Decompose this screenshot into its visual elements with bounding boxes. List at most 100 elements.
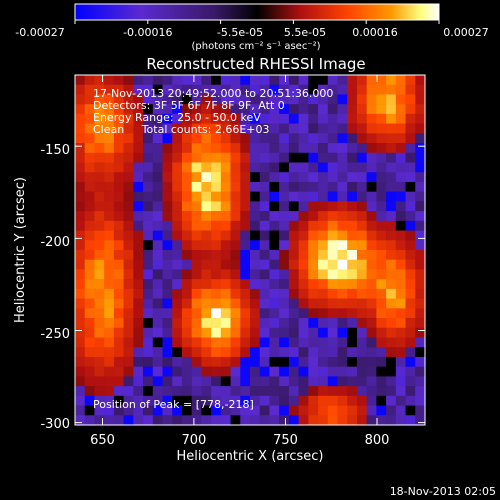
heatmap-cell <box>113 143 124 154</box>
heatmap-cell <box>279 395 290 406</box>
heatmap-cell <box>162 172 173 183</box>
heatmap-cell <box>162 366 173 377</box>
heatmap-cell <box>298 337 309 348</box>
heatmap-cell <box>250 240 261 251</box>
heatmap-cell <box>211 318 222 329</box>
heatmap-cell <box>211 356 222 367</box>
heatmap-cell <box>366 191 377 202</box>
heatmap-cell <box>162 143 173 154</box>
heatmap-cell <box>191 405 202 416</box>
heatmap-cell <box>337 250 348 261</box>
heatmap-cell <box>288 279 299 290</box>
heatmap-cell <box>75 143 86 154</box>
heatmap-cell <box>298 201 309 212</box>
heatmap-cell <box>220 162 231 173</box>
heatmap-cell <box>327 250 338 261</box>
heatmap-cell <box>123 162 134 173</box>
heatmap-cell <box>152 220 163 231</box>
heatmap-cell <box>113 405 124 416</box>
heatmap-cell <box>415 172 426 183</box>
heatmap-cell <box>104 318 115 329</box>
heatmap-cell <box>181 250 192 261</box>
heatmap-cell <box>259 337 270 348</box>
heatmap-cell <box>415 405 426 416</box>
heatmap-cell <box>298 104 309 115</box>
heatmap-cell <box>172 308 183 319</box>
heatmap-cell <box>415 181 426 192</box>
heatmap-cell <box>347 75 358 86</box>
heatmap-cell <box>94 337 105 348</box>
heatmap-cell <box>366 279 377 290</box>
heatmap-cell <box>133 104 144 115</box>
heatmap-cell <box>94 113 105 124</box>
heatmap-cell <box>94 123 105 134</box>
heatmap-cell <box>240 298 251 309</box>
heatmap-cell <box>366 201 377 212</box>
heatmap-cell <box>162 269 173 280</box>
heatmap-cell <box>298 133 309 144</box>
heatmap-cell <box>113 211 124 222</box>
heatmap-cell <box>181 201 192 212</box>
heatmap-cell <box>94 356 105 367</box>
heatmap-cell <box>356 259 367 270</box>
heatmap-cell <box>211 259 222 270</box>
heatmap-cell <box>152 250 163 261</box>
heatmap-cell <box>162 181 173 192</box>
heatmap-cell <box>395 366 406 377</box>
heatmap-cell <box>162 415 173 426</box>
heatmap-cell <box>143 288 154 299</box>
heatmap-cell <box>84 347 95 358</box>
heatmap-cell <box>201 395 212 406</box>
heatmap-cell <box>356 366 367 377</box>
heatmap-cell <box>113 395 124 406</box>
heatmap-cell <box>415 133 426 144</box>
heatmap-cell <box>75 288 86 299</box>
heatmap-cell <box>347 143 358 154</box>
heatmap-cell <box>104 162 115 173</box>
heatmap-cell <box>288 337 299 348</box>
heatmap-cell <box>230 152 241 163</box>
heatmap-cell <box>386 113 397 124</box>
heatmap-cell <box>288 366 299 377</box>
heatmap-cell <box>386 152 397 163</box>
heatmap-cell <box>405 347 416 358</box>
heatmap-cell <box>191 288 202 299</box>
heatmap-cell <box>211 269 222 280</box>
heatmap-cell <box>298 94 309 105</box>
heatmap-cell <box>75 172 86 183</box>
heatmap-cell <box>366 356 377 367</box>
heatmap-cell <box>298 152 309 163</box>
heatmap-cell <box>123 152 134 163</box>
heatmap-cell <box>191 366 202 377</box>
heatmap-cell <box>356 133 367 144</box>
heatmap-cell <box>133 201 144 212</box>
heatmap-cell <box>94 386 105 397</box>
heatmap-cell <box>191 376 202 387</box>
heatmap-cell <box>172 123 183 134</box>
heatmap-cell <box>259 201 270 212</box>
heatmap-cell <box>104 75 115 86</box>
heatmap-cell <box>75 113 86 124</box>
heatmap-cell <box>405 113 416 124</box>
heatmap-cell <box>211 230 222 241</box>
heatmap-cell <box>104 113 115 124</box>
heatmap-cell <box>356 240 367 251</box>
heatmap-cell <box>308 327 319 338</box>
heatmap-cell <box>220 152 231 163</box>
heatmap-cell <box>279 75 290 86</box>
heatmap-cell <box>405 337 416 348</box>
heatmap-cell <box>376 143 387 154</box>
heatmap-cell <box>376 327 387 338</box>
heatmap-cell <box>104 327 115 338</box>
heatmap-cell <box>356 347 367 358</box>
heatmap-cell <box>347 220 358 231</box>
heatmap-cell <box>113 298 124 309</box>
heatmap-cell <box>415 288 426 299</box>
heatmap-cell <box>75 415 86 426</box>
heatmap-cell <box>327 75 338 86</box>
heatmap-cell <box>172 75 183 86</box>
heatmap-cell <box>415 230 426 241</box>
heatmap-cell <box>337 269 348 280</box>
heatmap-cell <box>405 84 416 95</box>
heatmap-cell <box>308 308 319 319</box>
